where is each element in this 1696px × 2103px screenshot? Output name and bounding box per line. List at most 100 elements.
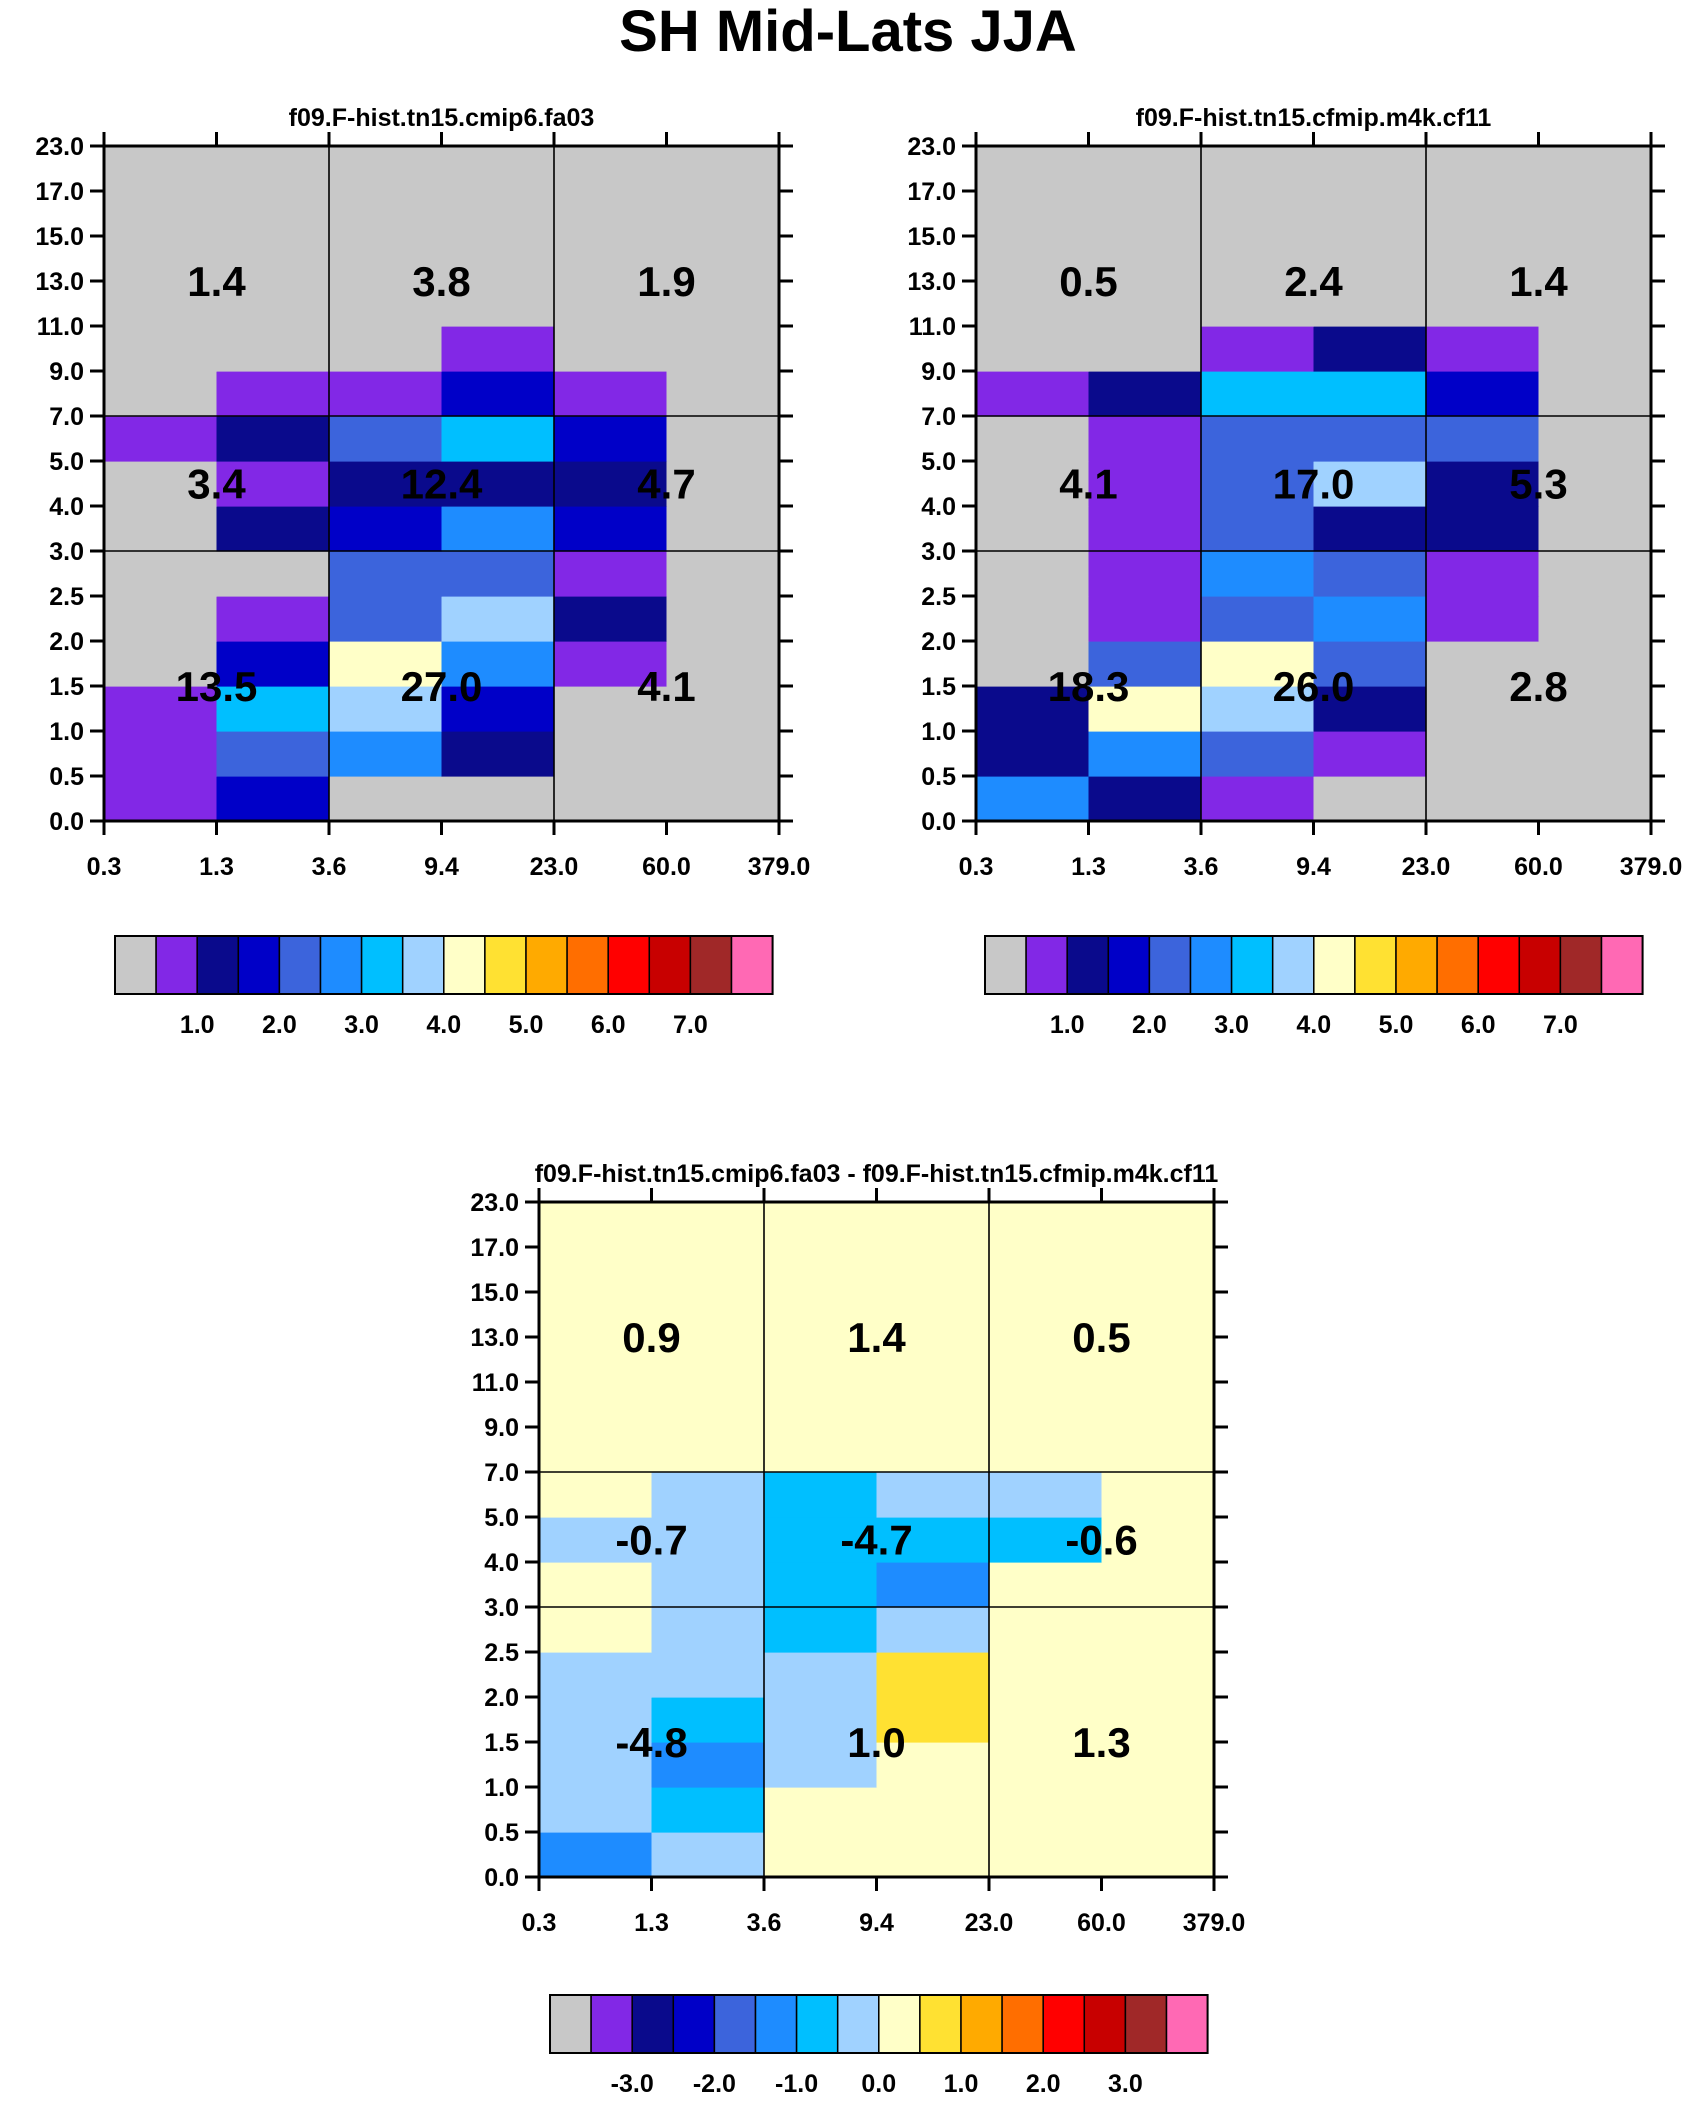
heatmap-cell [1538,731,1652,777]
block-value: 0.9 [622,1314,680,1361]
heatmap-cell [1201,191,1315,237]
block-value: 1.9 [637,258,695,305]
colorbar-swatch [1042,1994,1086,2054]
heatmap-cell [441,146,555,192]
x-tick-label: 23.0 [1402,853,1451,881]
colorbar-swatch [1001,1994,1044,2054]
heatmap-cell [1313,326,1427,372]
colorbar-tick-label: 2.0 [1026,2070,1061,2098]
heatmap-cell [666,596,780,642]
heatmap-cell [554,326,668,372]
y-tick-label: 11.0 [37,313,84,341]
block-value: 17.0 [1273,461,1355,508]
heatmap-cell [1538,281,1652,327]
colorbar-swatch [196,935,240,995]
heatmap-cell [976,731,1090,777]
heatmap-cell [666,326,780,372]
heatmap-cell [976,506,1090,552]
heatmap-cell [1201,641,1315,687]
heatmap-cell [1426,641,1540,687]
colorbar-swatch [114,935,157,995]
colorbar-swatch [919,1994,962,2054]
page-title: SH Mid-Lats JJA [619,0,1077,64]
heatmap-cell [104,461,218,507]
heatmap-cell [216,236,330,282]
block-value: -0.6 [1065,1517,1137,1564]
heatmap-cell [876,1832,990,1878]
heatmap-cell [329,416,443,462]
heatmap-cell [976,641,1090,687]
heatmap-cell [989,1202,1103,1248]
y-tick-label: 2.0 [921,628,956,656]
colorbar-tick-label: 4.0 [426,1011,461,1039]
heatmap-cell [554,596,668,642]
y-tick-label: 7.0 [484,1459,519,1487]
heatmap-cell [1538,596,1652,642]
heatmap-cell [554,416,668,462]
heatmap-cell [876,1787,990,1833]
colorbar-swatch [648,935,692,995]
heatmap-cell [554,236,668,282]
heatmap-cell [764,1202,878,1248]
heatmap-cell [1201,461,1315,507]
heatmap-cell [666,731,780,777]
colorbar-swatch [984,935,1027,995]
heatmap-cell [329,641,443,687]
heatmap-cell [666,686,780,732]
heatmap-cell [651,1247,765,1293]
y-tick-label: 0.0 [49,808,84,836]
heatmap-cell [104,326,218,372]
y-tick-label: 5.0 [484,1504,519,1532]
heatmap-cell [651,1202,765,1248]
heatmap-cell [216,281,330,327]
heatmap-cell [1101,1292,1215,1338]
colorbar-swatch [1189,935,1233,995]
colorbar-swatch [360,935,404,995]
heatmap-cell [764,1382,878,1428]
block-value: 2.4 [1284,258,1343,305]
heatmap-cell [876,1337,990,1383]
heatmap-cell [1538,641,1652,687]
heatmap-cell [539,1337,653,1383]
colorbar-swatch [1230,935,1274,995]
block-value: -4.7 [840,1517,912,1564]
colorbar-swatch [566,935,609,995]
heatmap-cell [216,326,330,372]
heatmap-cell [1313,776,1427,822]
colorbar-swatch [1066,935,1110,995]
heatmap-cell [539,1427,653,1473]
x-tick-label: 379.0 [1183,1909,1246,1937]
heatmap-cell [1201,596,1315,642]
heatmap-cell [1538,506,1652,552]
colorbar-swatch [836,1994,880,2054]
x-tick-label: 3.6 [312,853,347,881]
colorbar-tick-label: 7.0 [1543,1011,1578,1039]
y-tick-label: 1.0 [484,1774,519,1802]
x-tick-label: 9.4 [859,1909,894,1937]
x-tick-label: 379.0 [1620,853,1683,881]
heatmap-cell [989,1517,1103,1563]
colorbar-swatch [878,1994,921,2054]
y-tick-label: 15.0 [907,223,956,251]
heatmap-cell [1538,461,1652,507]
heatmap-cell [1201,551,1315,597]
colorbar-swatch [1559,935,1603,995]
y-tick-label: 3.0 [49,538,84,566]
heatmap-cell [216,146,330,192]
heatmap-cell [1426,461,1540,507]
x-tick-label: 23.0 [965,1909,1014,1937]
heatmap-cell [1426,551,1540,597]
y-tick-label: 2.0 [484,1684,519,1712]
heatmap-cell [764,1652,878,1698]
heatmap-cell [876,1562,990,1608]
heatmap-cell [329,551,443,597]
heatmap-cell [104,596,218,642]
heatmap-cell [1101,1247,1215,1293]
heatmap-cell [989,1832,1103,1878]
colorbar-swatch [1600,935,1644,995]
heatmap-cell [539,1472,653,1518]
heatmap-cell [976,326,1090,372]
heatmap-cell [651,1787,765,1833]
x-tick-label: 9.4 [1296,853,1331,881]
x-tick-label: 1.3 [1071,853,1106,881]
